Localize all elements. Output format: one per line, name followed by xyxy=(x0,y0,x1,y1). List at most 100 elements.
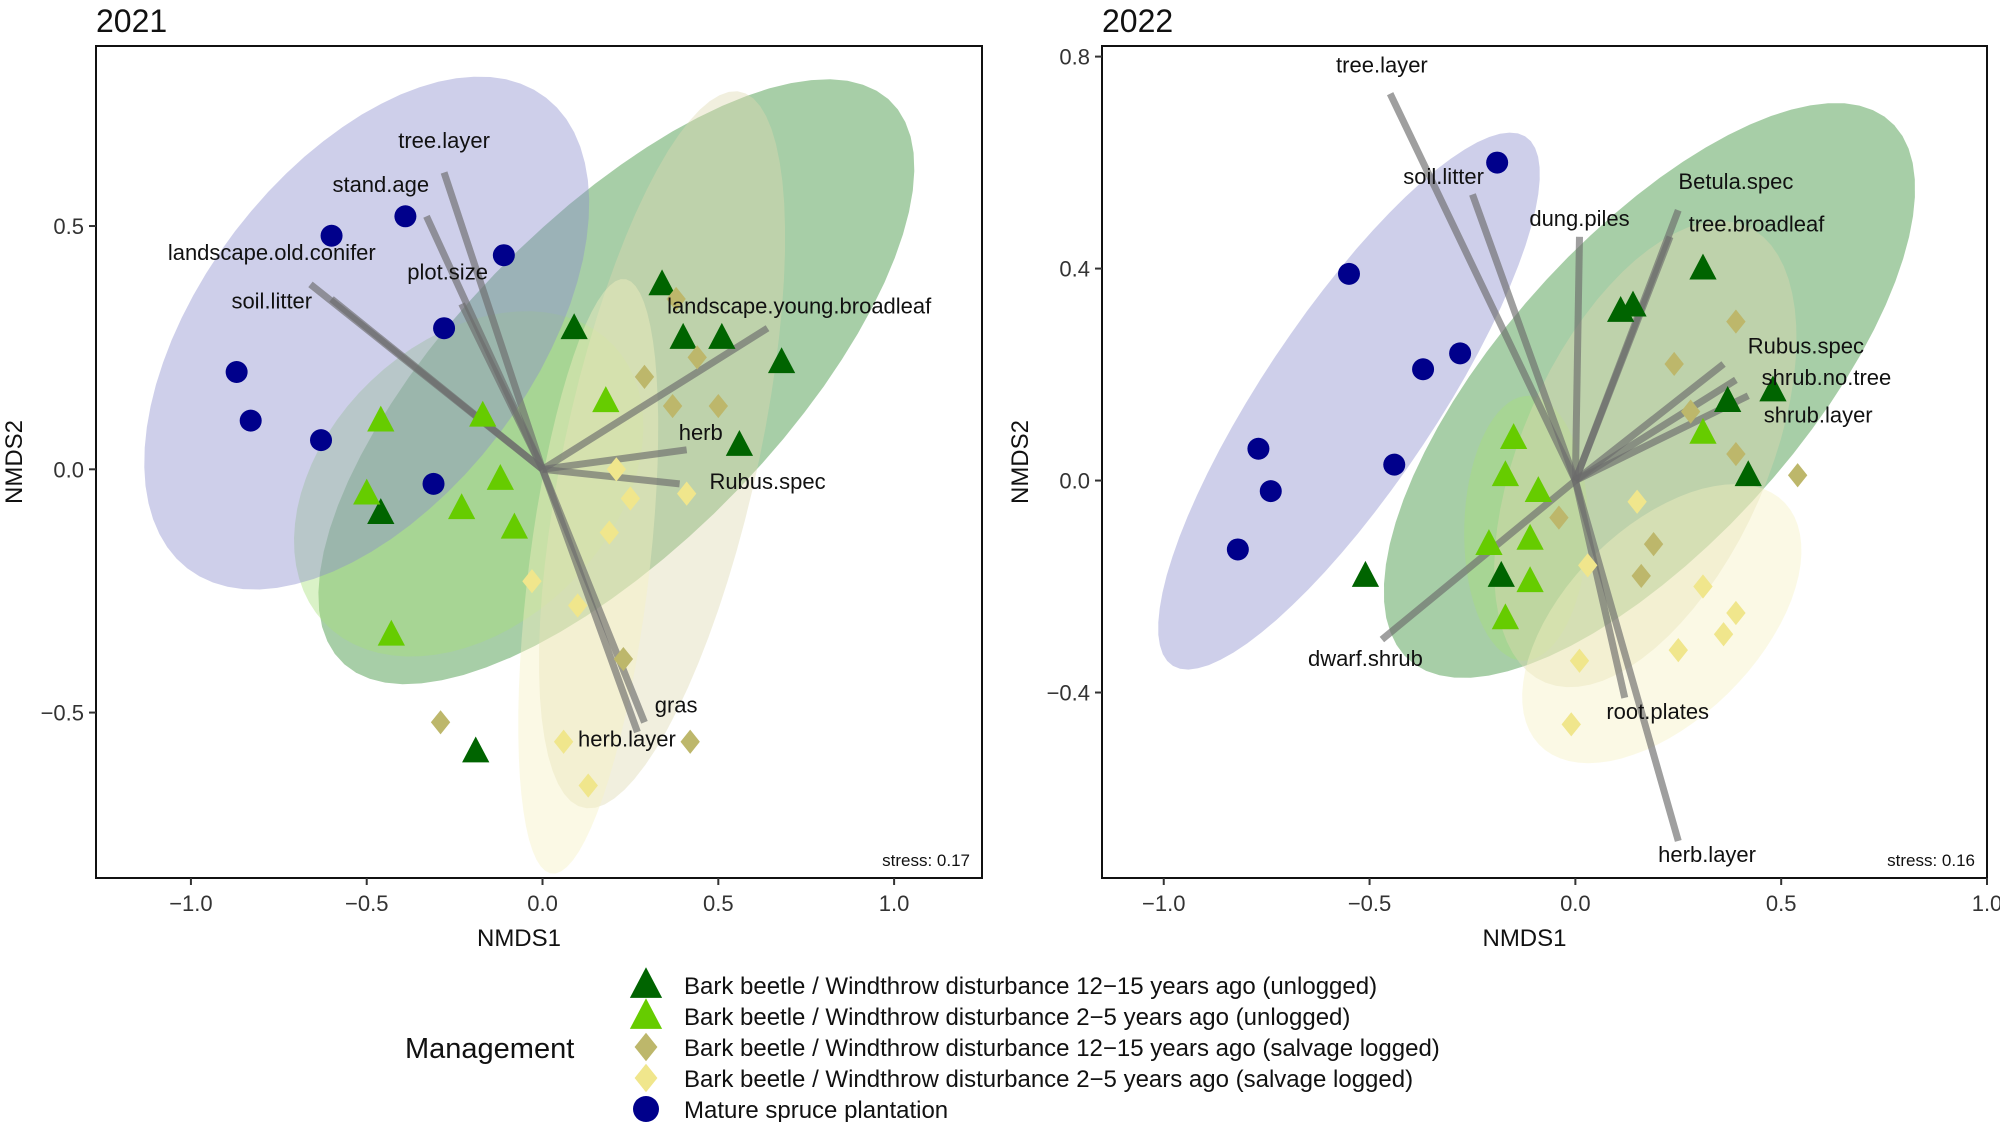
point-mt xyxy=(422,472,445,495)
x-tick-label: 0.0 xyxy=(1560,891,1591,916)
point-mt xyxy=(225,360,248,383)
panel-title: 2021 xyxy=(96,3,167,39)
stress-label: stress: 0.17 xyxy=(882,851,970,870)
x-tick-label: −1.0 xyxy=(1142,891,1185,916)
point-lg xyxy=(1491,460,1520,487)
legend-label: Bark beetle / Windthrow disturbance 12−1… xyxy=(684,1035,1440,1062)
vector-label: shrub.no.tree xyxy=(1762,365,1892,390)
point-lg xyxy=(1516,523,1544,550)
point-ol xyxy=(1549,505,1569,530)
point-ly xyxy=(620,486,641,511)
plot-frame xyxy=(95,45,983,879)
vector-label: herb.layer xyxy=(578,727,676,752)
point-lg xyxy=(1499,423,1528,450)
vector-dung-piles xyxy=(1571,236,1583,481)
point-dg xyxy=(1734,460,1762,487)
plot-frame xyxy=(1101,45,1988,879)
points xyxy=(225,205,796,798)
point-lg xyxy=(448,493,476,520)
point-mt xyxy=(492,244,515,267)
y-tick-label: −0.5 xyxy=(41,701,84,726)
ellipse-dg xyxy=(318,79,915,685)
legend: Management Bark beetle / Windthrow distu… xyxy=(405,967,1440,1122)
point-ly xyxy=(606,457,627,482)
vector-tree-broadleaf xyxy=(1572,235,1674,482)
point-ly xyxy=(578,773,598,798)
x-tick-label: −1.0 xyxy=(169,891,212,916)
point-ly xyxy=(1569,648,1590,673)
vector-label: Betula.spec xyxy=(1678,169,1793,194)
vector-tree-layer xyxy=(440,171,546,471)
vector-label: Rubus.spec xyxy=(1748,333,1864,358)
point-lg xyxy=(469,400,497,427)
vector-label: dwarf.shrub xyxy=(1308,646,1423,671)
vector-label: gras xyxy=(655,693,698,718)
point-ly xyxy=(1726,600,1746,626)
point-ol xyxy=(708,393,728,419)
x-tick-label: 0.5 xyxy=(703,891,734,916)
ellipse-ol xyxy=(1494,221,1797,688)
vector-label: stand.age xyxy=(332,172,429,197)
legend-key-lg xyxy=(629,998,663,1029)
ellipse-ly xyxy=(1522,484,1802,764)
point-mt xyxy=(1226,538,1249,561)
point-mt xyxy=(1412,358,1435,381)
point-ol xyxy=(1664,351,1684,377)
point-ol xyxy=(1787,463,1808,488)
vector-label: soil.litter xyxy=(1403,164,1484,189)
point-lg xyxy=(1689,417,1717,444)
point-ly xyxy=(1627,489,1647,514)
y-tick-label: −0.4 xyxy=(1047,681,1090,706)
x-tick-label: 0.0 xyxy=(527,891,558,916)
point-lg xyxy=(377,619,405,646)
point-ol xyxy=(1726,441,1746,467)
legend-key-dg xyxy=(629,967,663,998)
points xyxy=(1226,151,1808,737)
panel-2021: 2021 tree.layer stand.age plot.size landscap… xyxy=(1,3,983,952)
point-mt xyxy=(1337,262,1360,285)
vector-landscape-young-broadleaf xyxy=(540,325,770,473)
ellipse-dg xyxy=(1384,103,1915,678)
legend-key-ly xyxy=(634,1063,658,1093)
x-tick-label: −0.5 xyxy=(345,891,388,916)
x-tick-label: 1.0 xyxy=(1972,891,2000,916)
point-ol xyxy=(1726,309,1746,334)
point-lg xyxy=(592,386,620,413)
y-tick-label: 0.0 xyxy=(1059,469,1090,494)
vector-soil-litter xyxy=(329,296,545,473)
point-lg xyxy=(500,512,529,539)
point-dg xyxy=(725,429,754,456)
point-mt xyxy=(310,429,333,452)
point-lg xyxy=(353,478,381,505)
vector-label: landscape.young.broadleaf xyxy=(667,294,932,319)
point-lg xyxy=(1475,529,1503,556)
stress-label: stress: 0.16 xyxy=(1887,851,1975,870)
point-ly xyxy=(1561,712,1581,737)
point-dg xyxy=(367,498,395,524)
point-ly xyxy=(1578,553,1598,578)
vector-label: Rubus.spec xyxy=(709,469,825,494)
vector-herb-layer xyxy=(1572,479,1682,842)
vector-dwarf-shrub xyxy=(1379,477,1578,643)
vector-label: herb xyxy=(679,420,723,445)
vector-label: root.plates xyxy=(1606,699,1709,724)
point-mt xyxy=(239,409,262,432)
point-ly xyxy=(553,729,574,754)
x-tick-label: 1.0 xyxy=(879,891,910,916)
vector-label: dung.piles xyxy=(1529,206,1629,231)
vector-label: landscape.old.conifer xyxy=(168,240,376,265)
point-ly xyxy=(522,569,542,594)
point-ol xyxy=(662,393,683,419)
point-mt xyxy=(1486,151,1509,174)
point-ly xyxy=(567,593,588,618)
point-mt xyxy=(1259,480,1282,503)
panel-2022: 2022 tree.layer soil.litter dung.piles Betul… xyxy=(1007,3,2000,952)
vector-soil-litter xyxy=(1469,193,1579,482)
vector-label: soil.litter xyxy=(231,289,312,314)
x-axis-label: NMDS1 xyxy=(1482,925,1566,952)
point-ol xyxy=(1643,532,1664,557)
point-mt xyxy=(1247,437,1270,460)
point-dg xyxy=(669,322,697,349)
point-ly xyxy=(1668,638,1688,663)
